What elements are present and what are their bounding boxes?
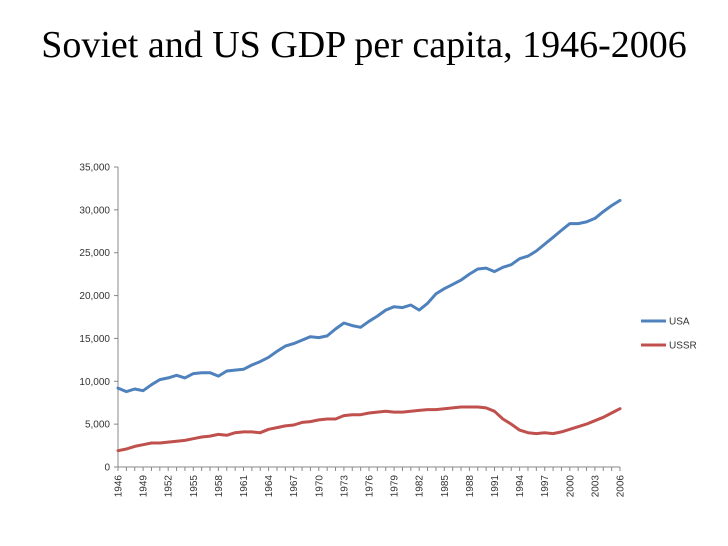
series-line-usa	[116, 198, 622, 394]
y-tick-label: 30,000	[79, 205, 110, 216]
legend-label-usa: USA	[669, 317, 690, 328]
series-line-ussr	[116, 405, 622, 453]
y-tick-label: 25,000	[79, 248, 110, 259]
x-tick-label: 1991	[490, 475, 501, 498]
x-tick-label: 2003	[590, 475, 601, 498]
x-tick-label: 1973	[339, 475, 350, 498]
x-tick-label: 1949	[139, 475, 150, 498]
x-tick-label: 1997	[540, 475, 551, 498]
y-tick-label: 20,000	[79, 291, 110, 302]
y-tick-label: 35,000	[79, 163, 110, 174]
x-tick-label: 1982	[415, 475, 426, 498]
x-tick-label: 1967	[289, 475, 300, 498]
x-tick-label: 1985	[440, 475, 451, 498]
legend-label-ussr: USSR	[669, 341, 697, 352]
x-tick-label: 1988	[465, 475, 476, 498]
x-tick-label: 2006	[616, 475, 627, 498]
x-tick-label: 1946	[114, 475, 125, 498]
slide-title: Soviet and US GDP per capita, 1946-2006	[41, 24, 687, 66]
y-tick-label: 5,000	[85, 420, 110, 431]
y-tick-label: 15,000	[79, 334, 110, 345]
y-tick-label: 10,000	[79, 377, 110, 388]
x-tick-label: 1958	[214, 475, 225, 498]
x-tick-label: 1961	[239, 475, 250, 498]
x-tick-label: 2000	[565, 475, 576, 498]
x-tick-label: 1955	[189, 475, 200, 498]
x-tick-label: 1994	[515, 475, 526, 498]
y-tick-label: 0	[104, 463, 110, 474]
x-tick-label: 1964	[264, 475, 275, 498]
x-tick-label: 1970	[314, 475, 325, 498]
x-tick-label: 1952	[164, 475, 175, 498]
x-tick-label: 1976	[365, 475, 376, 498]
x-tick-label: 1979	[390, 475, 401, 498]
